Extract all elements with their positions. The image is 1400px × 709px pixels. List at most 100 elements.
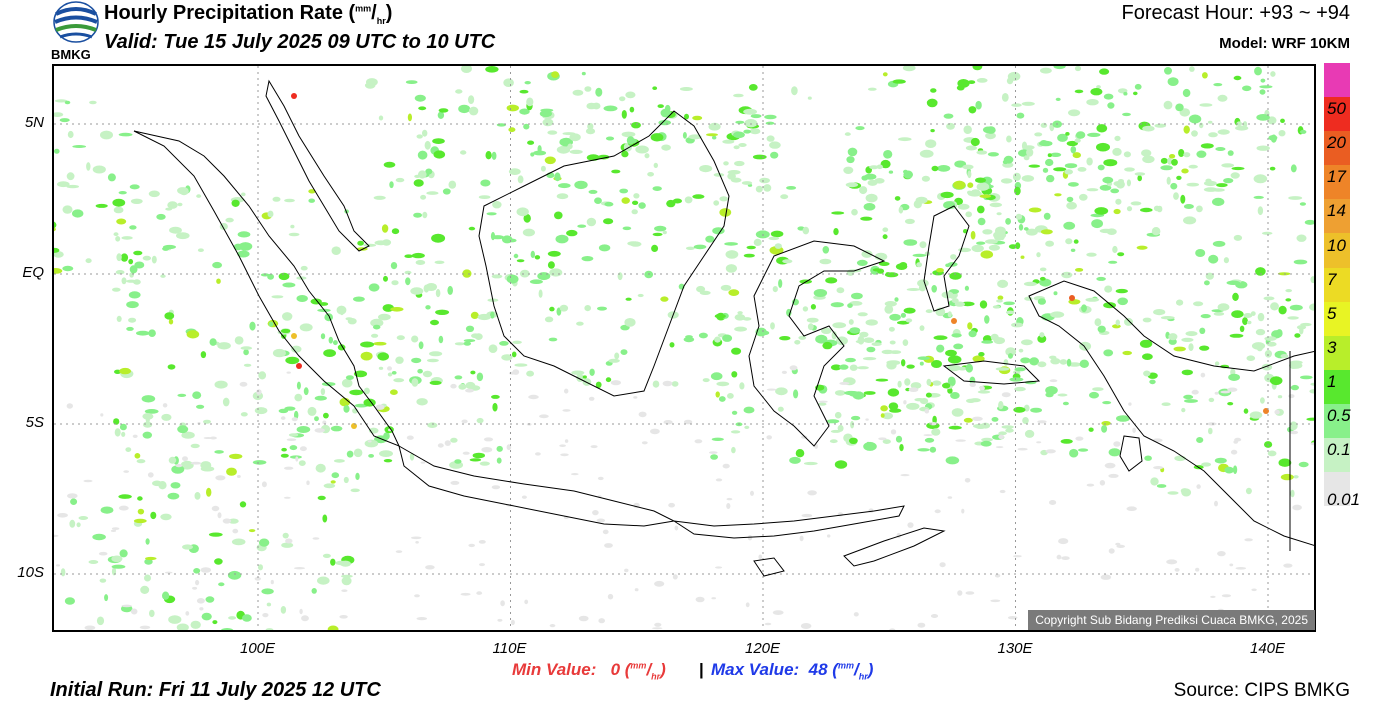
- rain-cell: [903, 239, 918, 246]
- rain-cell: [631, 122, 641, 129]
- rain-cell: [897, 320, 910, 325]
- rain-cell: [288, 433, 299, 437]
- rain-cell: [1134, 172, 1146, 176]
- rain-cell: [435, 309, 450, 315]
- rain-cell: [1123, 151, 1131, 158]
- heavy-rain-cell: [291, 93, 297, 99]
- drizzle-cell: [306, 480, 310, 486]
- rain-cell: [1199, 327, 1206, 334]
- drizzle-cell: [98, 551, 108, 556]
- rain-cell: [706, 133, 718, 137]
- rain-cell: [414, 94, 426, 102]
- rain-cell: [1061, 271, 1073, 279]
- rain-cell: [1259, 89, 1266, 95]
- rain-cell: [925, 139, 937, 148]
- rain-cell: [947, 364, 961, 372]
- rain-cell: [539, 110, 552, 118]
- rain-cell: [491, 394, 500, 399]
- min-value: Min Value: 0 (mm/hr): [512, 660, 666, 682]
- drizzle-cell: [535, 452, 541, 456]
- rain-cell: [1188, 343, 1194, 351]
- drizzle-cell: [410, 536, 422, 540]
- drizzle-cell: [726, 497, 733, 501]
- rain-cell: [1196, 205, 1203, 213]
- rain-cell: [311, 588, 317, 594]
- rain-cell: [1075, 131, 1086, 139]
- rain-cell: [743, 129, 751, 134]
- rain-cell: [733, 131, 745, 139]
- rain-cell: [1088, 427, 1094, 432]
- rain-cell: [463, 341, 471, 346]
- rain-cell: [669, 342, 675, 348]
- rain-cell: [904, 378, 911, 386]
- rain-cell: [383, 161, 396, 168]
- rain-cell: [711, 437, 724, 441]
- rain-cell: [833, 228, 839, 236]
- rain-cell: [1306, 417, 1314, 421]
- rain-cell: [1023, 281, 1037, 287]
- rain-cell: [231, 199, 240, 207]
- rain-cell: [1021, 141, 1028, 151]
- rain-cell: [422, 370, 433, 378]
- rain-cell: [743, 108, 757, 115]
- rain-cell: [919, 325, 925, 331]
- rain-cell: [660, 108, 672, 118]
- drizzle-cell: [715, 566, 723, 569]
- drizzle-cell: [1126, 506, 1137, 512]
- coast-sulawesi: [748, 240, 886, 447]
- rain-cell: [897, 380, 902, 388]
- rain-cell: [429, 351, 443, 357]
- rain-cell: [78, 516, 89, 520]
- rain-cell: [59, 118, 70, 123]
- rain-cell: [136, 459, 146, 464]
- rain-cell: [1167, 157, 1172, 165]
- drizzle-cell: [1128, 402, 1132, 406]
- rain-cell: [170, 482, 181, 489]
- rain-cell: [791, 86, 798, 96]
- rain-cell: [1170, 182, 1178, 190]
- drizzle-cell: [299, 446, 307, 452]
- coast-java: [398, 444, 676, 527]
- rain-cell: [119, 549, 128, 558]
- rain-cell: [716, 381, 730, 387]
- rain-cell: [347, 318, 357, 325]
- colorbar-segment: [1324, 472, 1350, 507]
- rain-cell: [1097, 325, 1106, 333]
- rain-cell: [228, 616, 237, 620]
- rain-cell: [128, 258, 134, 265]
- rain-cell: [112, 287, 121, 292]
- rain-cell: [549, 306, 555, 312]
- rain-cell: [280, 453, 289, 458]
- colorbar-label: 17: [1327, 167, 1346, 187]
- rain-cell: [1214, 457, 1227, 464]
- rain-cell: [523, 123, 530, 130]
- rain-cell: [1242, 121, 1248, 128]
- drizzle-cell: [917, 622, 926, 628]
- rain-cell: [951, 298, 959, 304]
- rain-cell: [1096, 276, 1106, 281]
- rain-cell: [145, 556, 157, 561]
- rain-cell: [1246, 355, 1256, 362]
- colorbar-segment: [1324, 131, 1350, 166]
- rain-cell: [660, 296, 669, 302]
- drizzle-cell: [222, 518, 232, 524]
- rain-cell: [963, 417, 973, 423]
- logo-text: BMKG: [51, 47, 91, 62]
- rain-cell: [832, 322, 847, 329]
- rain-cell: [1226, 280, 1241, 285]
- drizzle-cell: [1227, 387, 1238, 392]
- rain-cell: [1103, 159, 1118, 167]
- rain-cell: [930, 88, 937, 93]
- rain-cell: [160, 513, 172, 521]
- rain-cell: [865, 319, 878, 326]
- rain-cell: [514, 363, 528, 367]
- drizzle-cell: [900, 474, 910, 477]
- rain-cell: [996, 299, 1003, 303]
- rain-cell: [967, 80, 976, 84]
- rain-cell: [176, 232, 190, 240]
- drizzle-cell: [1049, 379, 1058, 383]
- rain-cell: [1117, 252, 1125, 257]
- rain-cell: [1161, 402, 1171, 407]
- heavy-rain-cell: [291, 333, 297, 339]
- drizzle-cell: [461, 419, 468, 424]
